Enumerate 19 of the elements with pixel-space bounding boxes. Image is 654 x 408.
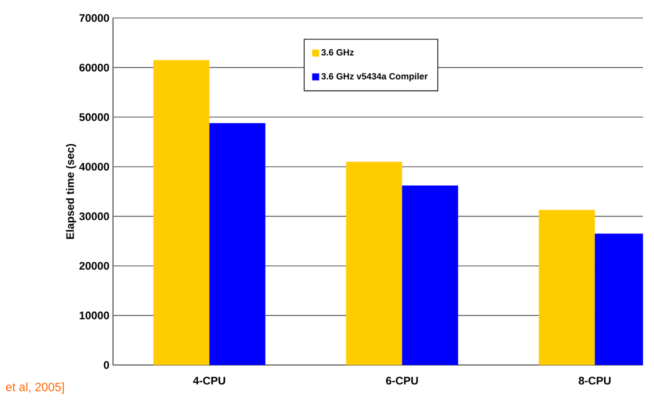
y-tick-label: 50000 [79,113,110,122]
y-tick-label: 0 [104,361,110,369]
y-axis-title: Elapsed time (sec) [66,144,76,239]
legend-label: 3.6 GHz [321,49,354,56]
legend-label: 3.6 GHz v5434a Compiler [321,72,428,82]
x-tick-label: 8-CPU [578,376,611,385]
y-tick-label: 40000 [79,162,110,171]
y-tick-label: 10000 [80,312,110,320]
bar [153,60,210,365]
y-tick-label: 20000 [79,262,110,270]
bar [346,162,402,365]
bar [209,123,266,365]
text: et al, 2005] [6,382,64,394]
y-tick-label: 30000 [79,212,110,220]
x-tick-label: 6-CPU [386,376,418,385]
y-tick-label: 70000 [79,14,110,22]
bar [402,186,458,365]
y-tick-label: 60000 [79,64,110,72]
x-tick-label: 4-CPU [193,376,226,385]
